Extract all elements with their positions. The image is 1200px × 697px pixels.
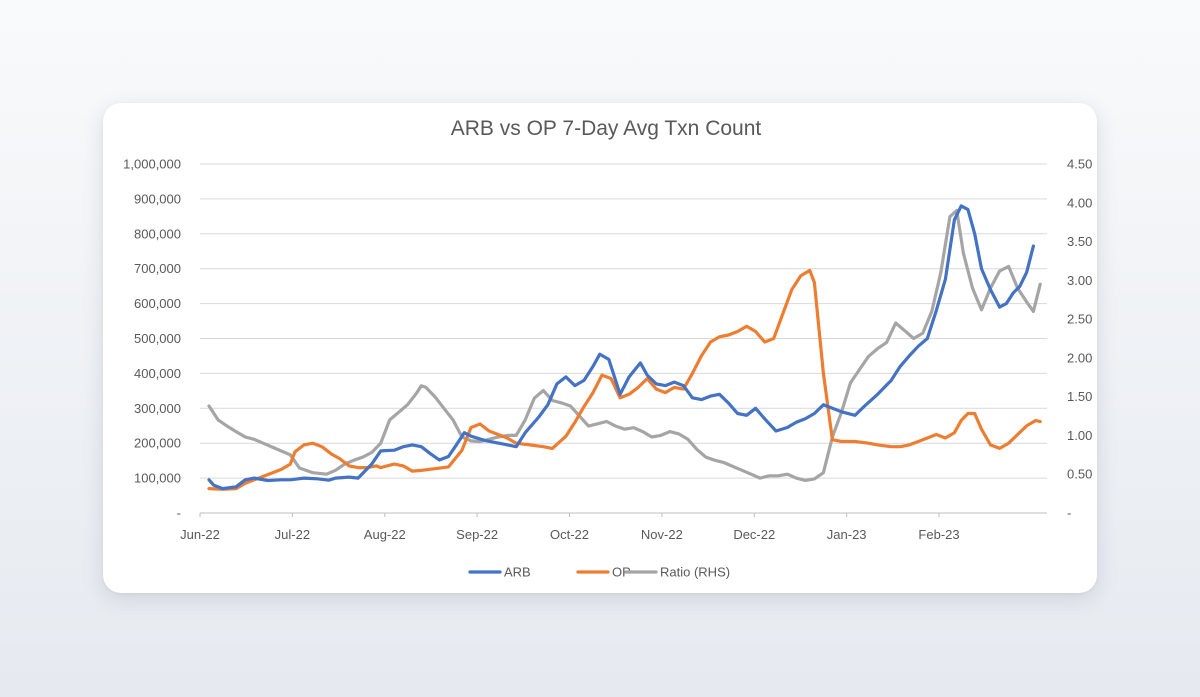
y-left-tick-label: 500,000 [134, 331, 181, 346]
gridlines [200, 163, 1047, 514]
legend-label: OP [612, 565, 631, 580]
x-tick-label: Feb-23 [918, 527, 959, 542]
x-tick-label: Sep-22 [456, 527, 498, 542]
x-tick-label: Aug-22 [364, 527, 406, 542]
legend-item: Ratio (RHS) [624, 565, 730, 580]
y-left-tick-label: 900,000 [134, 191, 181, 206]
y-right-tick-label: 2.00 [1067, 350, 1092, 365]
y-right-tick-label: 2.50 [1067, 312, 1092, 327]
y-left-tick-label: 100,000 [134, 471, 181, 486]
y-right-tick-label: 3.50 [1067, 234, 1092, 249]
left-y-axis: - 100,000 200,000 300,000 400,000 500,000 600,… [123, 157, 181, 521]
x-tick-label: Jul-22 [275, 527, 310, 542]
y-left-tick-label: 300,000 [134, 401, 181, 416]
y-right-tick-label: 4.00 [1067, 195, 1092, 210]
chart-title: ARB vs OP 7-Day Avg Txn Count [451, 117, 762, 140]
y-right-tick-label: - [1067, 506, 1071, 521]
y-right-tick-label: 1.00 [1067, 428, 1092, 443]
x-tick-label: Jun-22 [180, 527, 220, 542]
x-tick-label: Dec-22 [733, 527, 775, 542]
right-y-axis: - 0.50 1.00 1.50 2.00 2.50 3.00 3.50 4.00 4.50 [1067, 157, 1092, 521]
x-tick-label: Nov-22 [641, 527, 683, 542]
legend-item: ARB [468, 565, 531, 580]
y-left-tick-label: 1,000,000 [123, 157, 181, 172]
y-left-tick-label: - [177, 506, 181, 521]
x-tick-label: Oct-22 [550, 527, 589, 542]
series-layer [207, 204, 1042, 491]
y-right-tick-label: 1.50 [1067, 389, 1092, 404]
y-left-tick-label: 800,000 [134, 226, 181, 241]
y-left-tick-label: 200,000 [134, 436, 181, 451]
x-tick-label: Jan-23 [827, 527, 867, 542]
legend-label: ARB [504, 565, 531, 580]
chart-card: ARB vs OP 7-Day Avg Txn Count - 100,000 20… [103, 103, 1097, 593]
y-left-tick-label: 400,000 [134, 366, 181, 381]
series-line-arb [207, 204, 1035, 491]
legend: ARB OP Ratio (RHS) [468, 565, 730, 580]
y-left-tick-label: 600,000 [134, 296, 181, 311]
y-right-tick-label: 0.50 [1067, 467, 1092, 482]
line-chart: ARB vs OP 7-Day Avg Txn Count - 100,000 20… [123, 117, 1092, 580]
y-right-tick-label: 3.00 [1067, 273, 1092, 288]
series-line-op [207, 268, 1042, 491]
y-right-tick-label: 4.50 [1067, 157, 1092, 172]
x-axis: Jun-22 Jul-22 Aug-22 Sep-22 Oct-22 Nov-22 Dec-… [180, 513, 960, 542]
y-left-tick-label: 700,000 [134, 261, 181, 276]
legend-label: Ratio (RHS) [660, 565, 730, 580]
series-line-ratio-rhs [207, 208, 1042, 482]
legend-item: OP [576, 565, 631, 580]
